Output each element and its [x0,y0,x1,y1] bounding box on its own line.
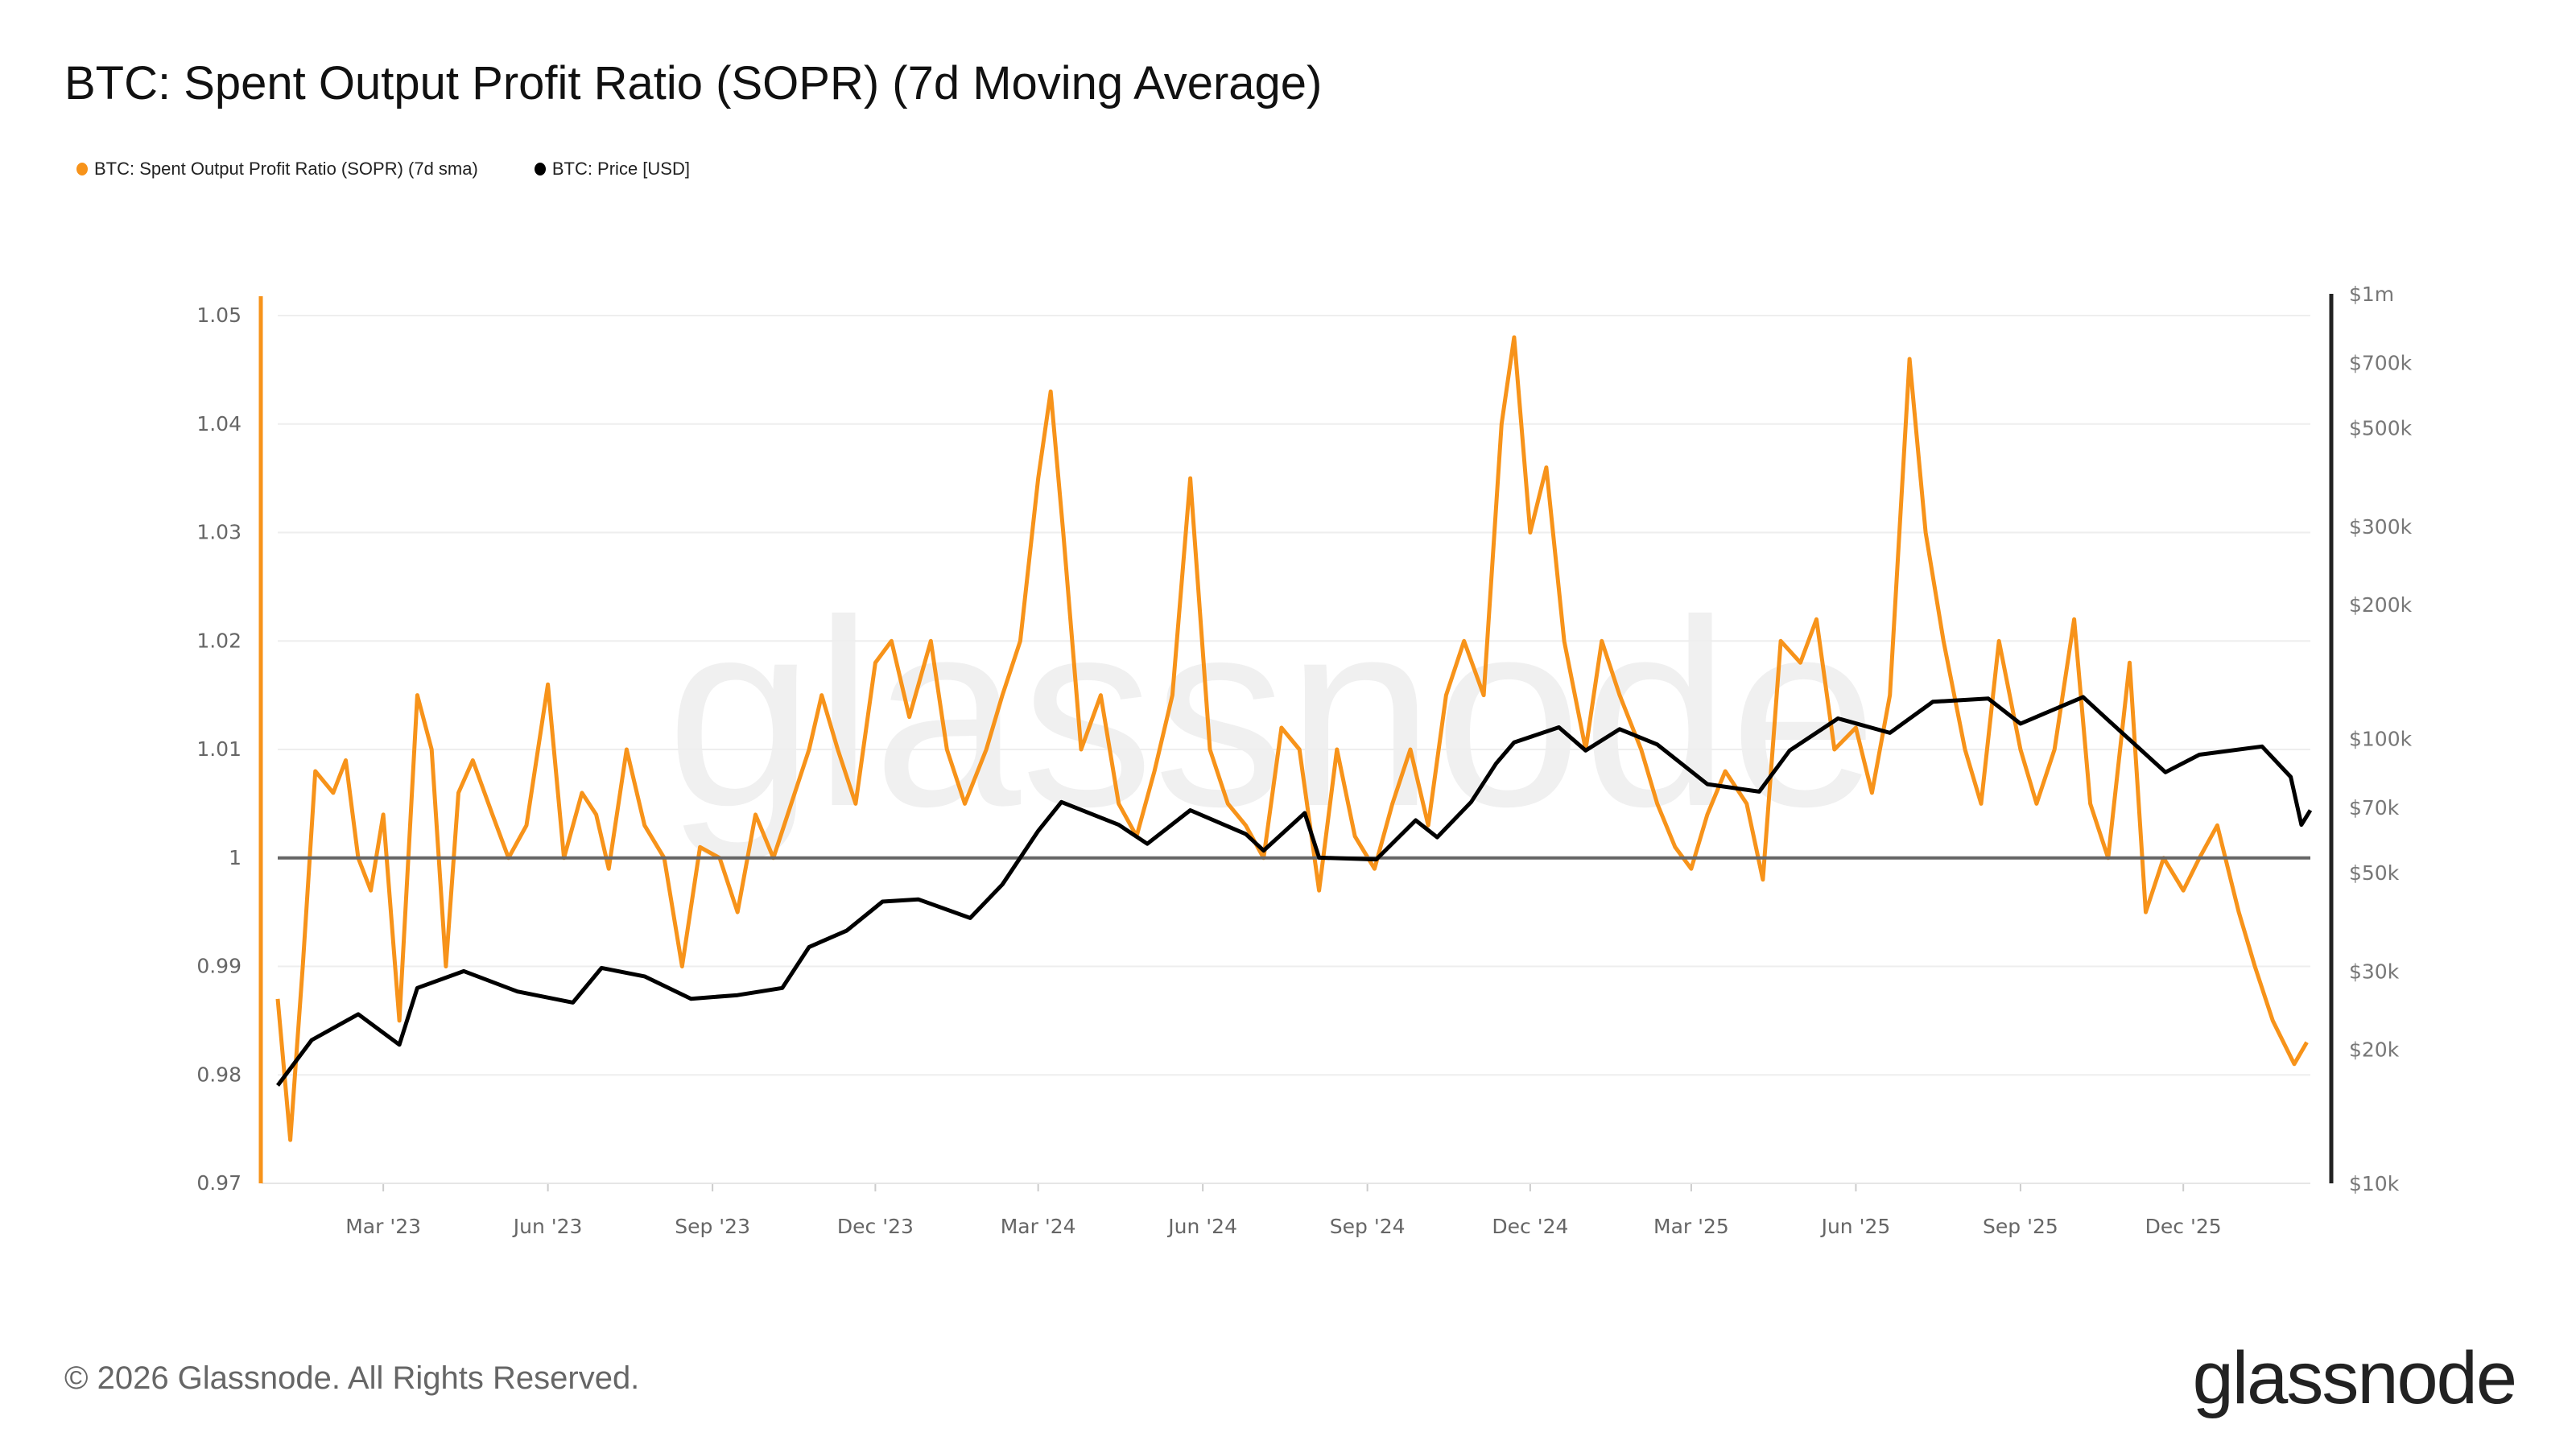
y-left-tick-label: 1.01 [196,737,242,761]
y-right-tick-label: $10k [2349,1172,2400,1195]
y-right-tick-label: $100k [2349,728,2413,751]
y-left-tick-label: 1.03 [196,521,242,544]
legend-dot-icon [534,163,546,175]
watermark: glassnode [667,564,1878,863]
y-left-tick-label: 1.04 [196,412,242,436]
chart-title: BTC: Spent Output Profit Ratio (SOPR) (7… [64,57,1323,109]
y-left-tick-label: 0.98 [196,1063,242,1086]
x-tick-label: Mar '25 [1653,1215,1729,1238]
x-tick-label: Dec '25 [2145,1215,2222,1238]
x-tick-label: Mar '23 [345,1215,421,1238]
x-tick-label: Jun '25 [1820,1215,1891,1238]
y-right-tick-label: $20k [2349,1038,2400,1062]
legend-item-price[interactable]: BTC: Price [USD] [534,159,690,180]
price-line [275,695,2313,1087]
y-right-tick-label: $700k [2349,352,2413,375]
y-left-tick-label: 0.97 [196,1171,242,1195]
y-left-tick-label: 0.99 [196,955,242,978]
sopr-line [275,335,2309,1142]
y-left-tick-label: 1 [229,846,242,869]
x-tick-label: Dec '24 [1492,1215,1568,1238]
y-right-tick-label: $200k [2349,593,2413,617]
x-tick-label: Jun '24 [1166,1215,1237,1238]
y-left-tick-label: 1.02 [196,629,242,652]
x-tick-label: Sep '23 [675,1215,750,1238]
x-tick-label: Mar '24 [1001,1215,1076,1238]
x-tick-label: Jun '23 [512,1215,583,1238]
copyright: © 2026 Glassnode. All Rights Reserved. [64,1360,640,1396]
legend-dot-icon [76,163,88,175]
y-right-tick-label: $500k [2349,416,2413,440]
legend-label-sopr: BTC: Spent Output Profit Ratio (SOPR) (7… [94,159,478,179]
y-left-tick-label: 1.05 [196,303,242,327]
x-tick-label: Dec '23 [837,1215,914,1238]
y-right-tick-label: $1m [2349,283,2394,306]
x-tick-label: Sep '25 [1983,1215,2058,1238]
y-right-tick-label: $50k [2349,861,2400,885]
y-right-tick-label: $30k [2349,960,2400,983]
legend: BTC: Spent Output Profit Ratio (SOPR) (7… [76,159,690,180]
legend-label-price: BTC: Price [USD] [551,159,690,179]
y-right-tick-label: $300k [2349,515,2413,539]
y-right-tick-label: $70k [2349,796,2400,819]
legend-item-sopr[interactable]: BTC: Spent Output Profit Ratio (SOPR) (7… [76,159,478,180]
glassnode-logo: glassnode [2192,1337,2517,1419]
x-tick-label: Sep '24 [1330,1215,1406,1238]
